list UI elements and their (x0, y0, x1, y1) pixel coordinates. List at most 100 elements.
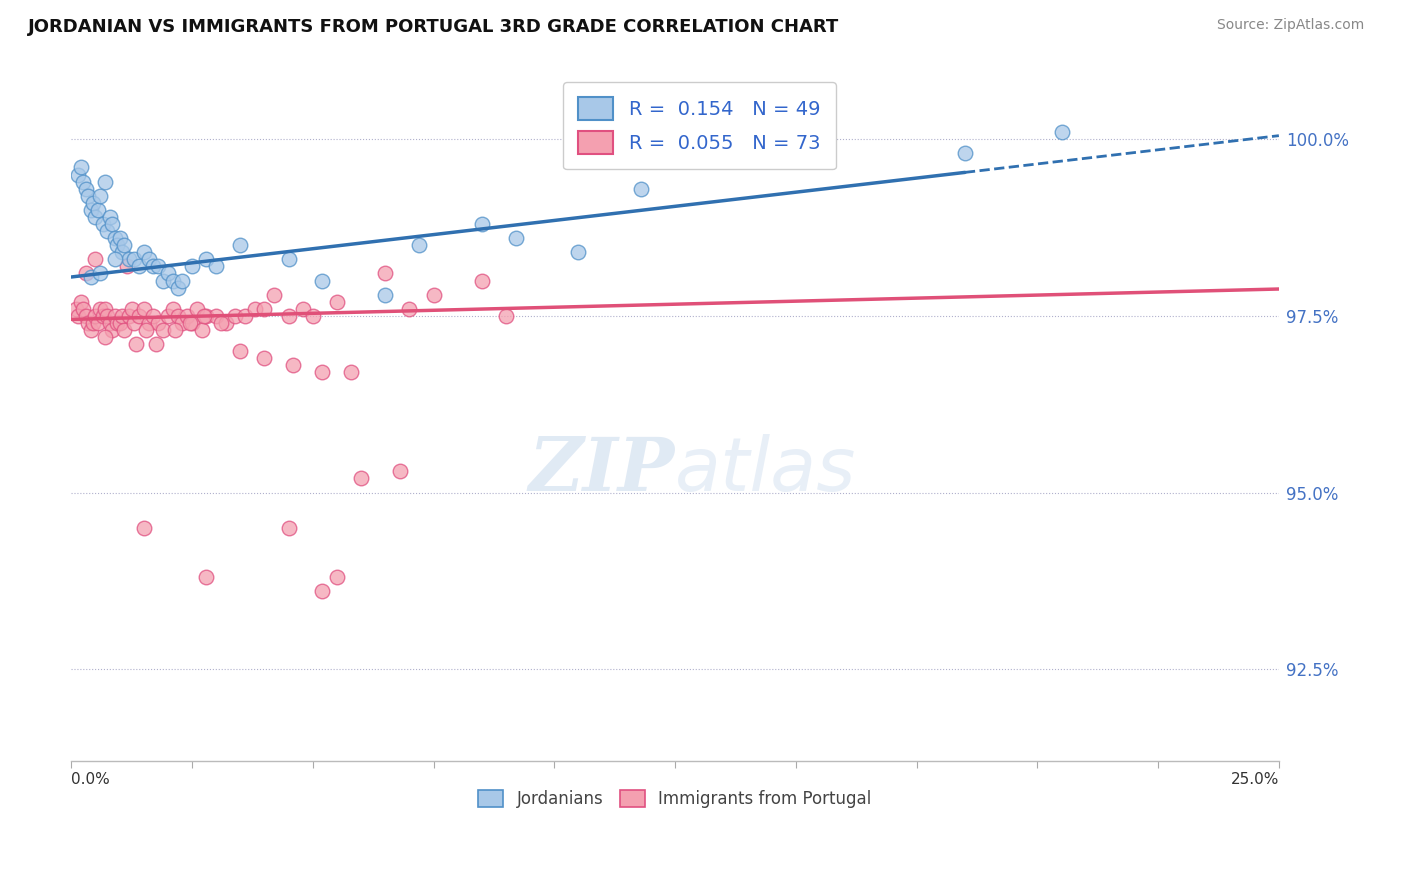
Point (215, 316, 238, 330)
Point (118, 309, 141, 323)
Point (205, 309, 228, 323)
Point (79, 270, 101, 285)
Point (630, 181, 652, 195)
Point (89, 188, 111, 202)
Point (195, 252, 218, 267)
Point (84, 210, 107, 224)
Point (505, 231, 527, 245)
Text: 25.0%: 25.0% (1230, 772, 1279, 787)
Point (108, 316, 131, 330)
Text: atlas: atlas (675, 434, 856, 506)
Point (142, 309, 165, 323)
Point (229, 238, 252, 252)
Point (495, 309, 517, 323)
Point (96, 309, 118, 323)
Point (75, 267, 97, 281)
Point (350, 471, 373, 485)
Point (283, 359, 305, 373)
Point (104, 252, 127, 267)
Point (79, 202, 101, 217)
Point (84, 309, 107, 323)
Point (253, 351, 276, 366)
Point (152, 273, 174, 287)
Point (125, 337, 148, 351)
Point (101, 323, 124, 337)
Point (89, 301, 111, 316)
Point (181, 260, 204, 274)
Point (209, 316, 232, 330)
Point (1050, 125, 1073, 139)
Point (148, 260, 170, 274)
Point (101, 217, 124, 231)
Point (111, 309, 134, 323)
Point (72, 175, 94, 189)
Point (176, 309, 198, 323)
Point (277, 309, 299, 323)
Point (77, 188, 100, 202)
Point (224, 309, 246, 323)
Point (340, 365, 363, 379)
Point (243, 301, 266, 316)
Point (156, 309, 179, 323)
Point (98, 316, 121, 330)
Point (195, 309, 218, 323)
Point (181, 316, 204, 330)
Point (253, 301, 276, 316)
Point (96, 224, 118, 238)
Point (172, 273, 194, 287)
Point (112, 238, 135, 252)
Point (121, 301, 143, 316)
Point (128, 309, 150, 323)
Point (138, 252, 160, 267)
Point (152, 323, 174, 337)
Point (953, 146, 976, 161)
Text: JORDANIAN VS IMMIGRANTS FROM PORTUGAL 3RD GRADE CORRELATION CHART: JORDANIAN VS IMMIGRANTS FROM PORTUGAL 3R… (28, 18, 839, 36)
Point (70, 161, 93, 175)
Point (388, 464, 411, 478)
Point (105, 238, 128, 252)
Point (122, 316, 145, 330)
Point (567, 245, 589, 260)
Point (179, 316, 201, 330)
Point (326, 570, 349, 584)
Point (166, 309, 188, 323)
Point (132, 521, 155, 535)
Point (77, 316, 100, 330)
Point (75, 181, 97, 195)
Point (94, 301, 117, 316)
Text: ZIP: ZIP (529, 434, 675, 507)
Point (186, 301, 208, 316)
Point (205, 260, 228, 274)
Point (148, 316, 170, 330)
Point (162, 301, 184, 316)
Point (301, 309, 323, 323)
Point (408, 238, 430, 252)
Point (398, 301, 420, 316)
Point (132, 245, 155, 260)
Point (132, 301, 155, 316)
Text: 0.0%: 0.0% (72, 772, 110, 787)
Point (91, 309, 114, 323)
Point (67, 168, 90, 182)
Point (162, 273, 184, 287)
Point (263, 287, 285, 301)
Point (229, 344, 252, 359)
Point (122, 252, 145, 267)
Point (75, 309, 97, 323)
Text: Source: ZipAtlas.com: Source: ZipAtlas.com (1216, 18, 1364, 32)
Point (277, 252, 299, 267)
Legend: Jordanians, Immigrants from Portugal: Jordanians, Immigrants from Portugal (472, 783, 879, 815)
Point (233, 309, 256, 323)
Point (277, 521, 299, 535)
Point (70, 294, 93, 309)
Point (91, 217, 114, 231)
Point (65, 301, 87, 316)
Point (104, 231, 127, 245)
Point (172, 316, 194, 330)
Point (128, 260, 150, 274)
Point (193, 309, 215, 323)
Point (166, 280, 188, 294)
Point (311, 584, 333, 599)
Point (138, 316, 160, 330)
Point (82, 316, 104, 330)
